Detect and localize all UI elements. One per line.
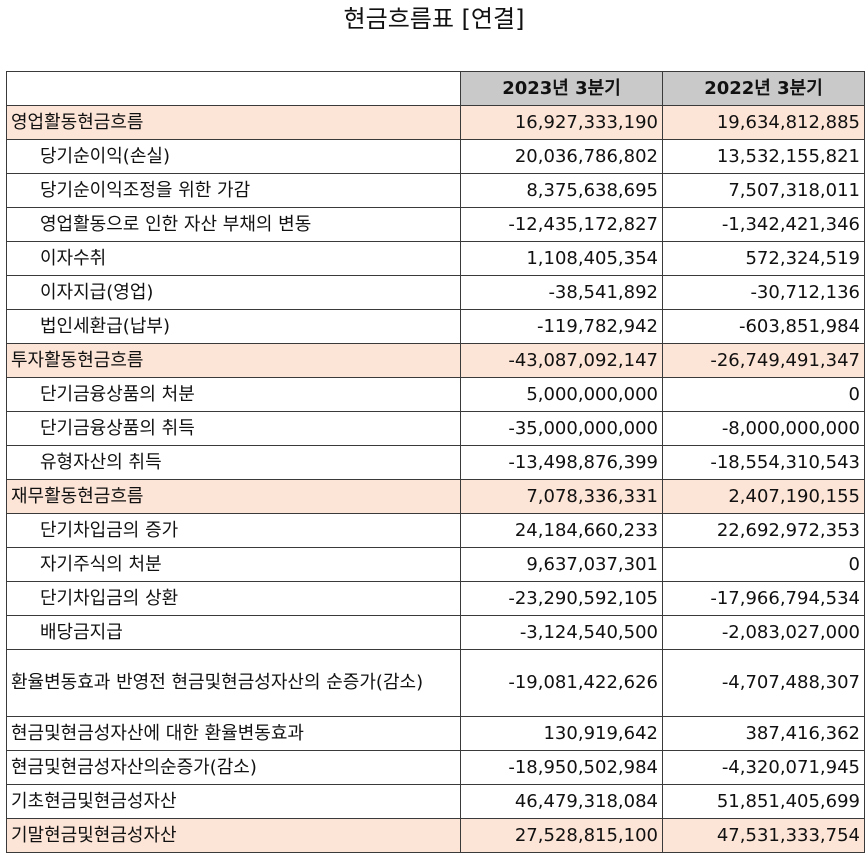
value-2023-q3: -13,498,876,399 [460, 445, 663, 480]
row-label: 재무활동현금흐름 [6, 479, 461, 514]
value-2023-q3: -3,124,540,500 [460, 615, 663, 650]
value-2023-q3: 24,184,660,233 [460, 513, 663, 548]
table-header-row: 2023년 3분기 2022년 3분기 [6, 71, 865, 106]
table-row: 영업활동으로 인한 자산 부채의 변동 -12,435,172,827 -1,342… [6, 207, 865, 242]
value-2022-q3: 572,324,519 [662, 241, 865, 276]
table-row: 이자지급(영업) -38,541,892 -30,712,136 [6, 275, 865, 310]
table-row: 자기주식의 처분 9,637,037,301 0 [6, 547, 865, 582]
value-2022-q3: 387,416,362 [662, 716, 865, 751]
value-2023-q3: 7,078,336,331 [460, 479, 663, 514]
row-label: 단기금융상품의 처분 [6, 377, 461, 412]
row-label: 당기순이익(손실) [6, 139, 461, 174]
value-2023-q3: -119,782,942 [460, 309, 663, 344]
row-label: 이자지급(영업) [6, 275, 461, 310]
value-2023-q3: -43,087,092,147 [460, 343, 663, 378]
row-label: 기초현금및현금성자산 [6, 784, 461, 819]
value-2022-q3: -26,749,491,347 [662, 343, 865, 378]
value-2022-q3: 19,634,812,885 [662, 105, 865, 140]
value-2023-q3: 8,375,638,695 [460, 173, 663, 208]
table-row: 이자수취 1,108,405,354 572,324,519 [6, 241, 865, 276]
value-2023-q3: -18,950,502,984 [460, 750, 663, 785]
table-row: 법인세환급(납부) -119,782,942 -603,851,984 [6, 309, 865, 344]
row-label: 환율변동효과 반영전 현금및현금성자산의 순증가(감소) [6, 649, 461, 717]
cash-flow-table: 2023년 3분기 2022년 3분기 영업활동현금흐름 16,927,333,1… [6, 71, 865, 853]
row-label: 현금및현금성자산에 대한 환율변동효과 [6, 716, 461, 751]
table-row: 당기순이익조정을 위한 가감 8,375,638,695 7,507,318,011 [6, 173, 865, 208]
value-2022-q3: -4,320,071,945 [662, 750, 865, 785]
row-label: 유형자산의 취득 [6, 445, 461, 480]
value-2023-q3: 5,000,000,000 [460, 377, 663, 412]
value-2022-q3: 7,507,318,011 [662, 173, 865, 208]
table-row: 현금및현금성자산에 대한 환율변동효과 130,919,642 387,416,36… [6, 716, 865, 751]
header-2023-q3: 2023년 3분기 [460, 71, 663, 106]
row-label: 영업활동현금흐름 [6, 105, 461, 140]
value-2022-q3: 0 [662, 377, 865, 412]
value-2023-q3: 16,927,333,190 [460, 105, 663, 140]
table-row: 배당금지급 -3,124,540,500 -2,083,027,000 [6, 615, 865, 650]
table-row: 기말현금및현금성자산 27,528,815,100 47,531,333,754 [6, 818, 865, 853]
table-row: 영업활동현금흐름 16,927,333,190 19,634,812,885 [6, 105, 865, 140]
value-2023-q3: -23,290,592,105 [460, 581, 663, 616]
value-2023-q3: -38,541,892 [460, 275, 663, 310]
table-row: 단기금융상품의 처분 5,000,000,000 0 [6, 377, 865, 412]
value-2022-q3: -18,554,310,543 [662, 445, 865, 480]
row-label: 단기차입금의 증가 [6, 513, 461, 548]
row-label: 영업활동으로 인한 자산 부채의 변동 [6, 207, 461, 242]
table-row: 기초현금및현금성자산 46,479,318,084 51,851,405,699 [6, 784, 865, 819]
table-row: 단기금융상품의 취득 -35,000,000,000 -8,000,000,000 [6, 411, 865, 446]
value-2023-q3: 9,637,037,301 [460, 547, 663, 582]
row-label: 이자수취 [6, 241, 461, 276]
row-label: 단기차입금의 상환 [6, 581, 461, 616]
value-2023-q3: 20,036,786,802 [460, 139, 663, 174]
row-label: 단기금융상품의 취득 [6, 411, 461, 446]
page-title: 현금흐름표 [연결] [343, 5, 525, 33]
value-2023-q3: -35,000,000,000 [460, 411, 663, 446]
header-label-cell [6, 71, 461, 106]
value-2022-q3: -4,707,488,307 [662, 649, 865, 717]
table-row: 단기차입금의 상환 -23,290,592,105 -17,966,794,534 [6, 581, 865, 616]
row-label: 자기주식의 처분 [6, 547, 461, 582]
value-2023-q3: 130,919,642 [460, 716, 663, 751]
row-label: 기말현금및현금성자산 [6, 818, 461, 853]
row-label: 배당금지급 [6, 615, 461, 650]
table-row: 현금및현금성자산의순증가(감소) -18,950,502,984 -4,320,07… [6, 750, 865, 785]
table-row: 환율변동효과 반영전 현금및현금성자산의 순증가(감소) -19,081,422,… [6, 649, 865, 717]
table-row: 유형자산의 취득 -13,498,876,399 -18,554,310,543 [6, 445, 865, 480]
row-label: 투자활동현금흐름 [6, 343, 461, 378]
value-2022-q3: 47,531,333,754 [662, 818, 865, 853]
value-2022-q3: 51,851,405,699 [662, 784, 865, 819]
value-2022-q3: 0 [662, 547, 865, 582]
value-2022-q3: -1,342,421,346 [662, 207, 865, 242]
value-2023-q3: -12,435,172,827 [460, 207, 663, 242]
value-2023-q3: 1,108,405,354 [460, 241, 663, 276]
value-2023-q3: 46,479,318,084 [460, 784, 663, 819]
value-2022-q3: 2,407,190,155 [662, 479, 865, 514]
header-2022-q3: 2022년 3분기 [662, 71, 865, 106]
table-row: 재무활동현금흐름 7,078,336,331 2,407,190,155 [6, 479, 865, 514]
table-body: 영업활동현금흐름 16,927,333,190 19,634,812,885 당기순이… [6, 105, 865, 853]
table-row: 당기순이익(손실) 20,036,786,802 13,532,155,821 [6, 139, 865, 174]
value-2022-q3: 13,532,155,821 [662, 139, 865, 174]
table-row: 단기차입금의 증가 24,184,660,233 22,692,972,353 [6, 513, 865, 548]
value-2023-q3: -19,081,422,626 [460, 649, 663, 717]
table-row: 투자활동현금흐름 -43,087,092,147 -26,749,491,347 [6, 343, 865, 378]
value-2022-q3: -17,966,794,534 [662, 581, 865, 616]
row-label: 당기순이익조정을 위한 가감 [6, 173, 461, 208]
value-2022-q3: 22,692,972,353 [662, 513, 865, 548]
value-2022-q3: -30,712,136 [662, 275, 865, 310]
row-label: 현금및현금성자산의순증가(감소) [6, 750, 461, 785]
value-2022-q3: -8,000,000,000 [662, 411, 865, 446]
value-2022-q3: -2,083,027,000 [662, 615, 865, 650]
value-2023-q3: 27,528,815,100 [460, 818, 663, 853]
value-2022-q3: -603,851,984 [662, 309, 865, 344]
row-label: 법인세환급(납부) [6, 309, 461, 344]
